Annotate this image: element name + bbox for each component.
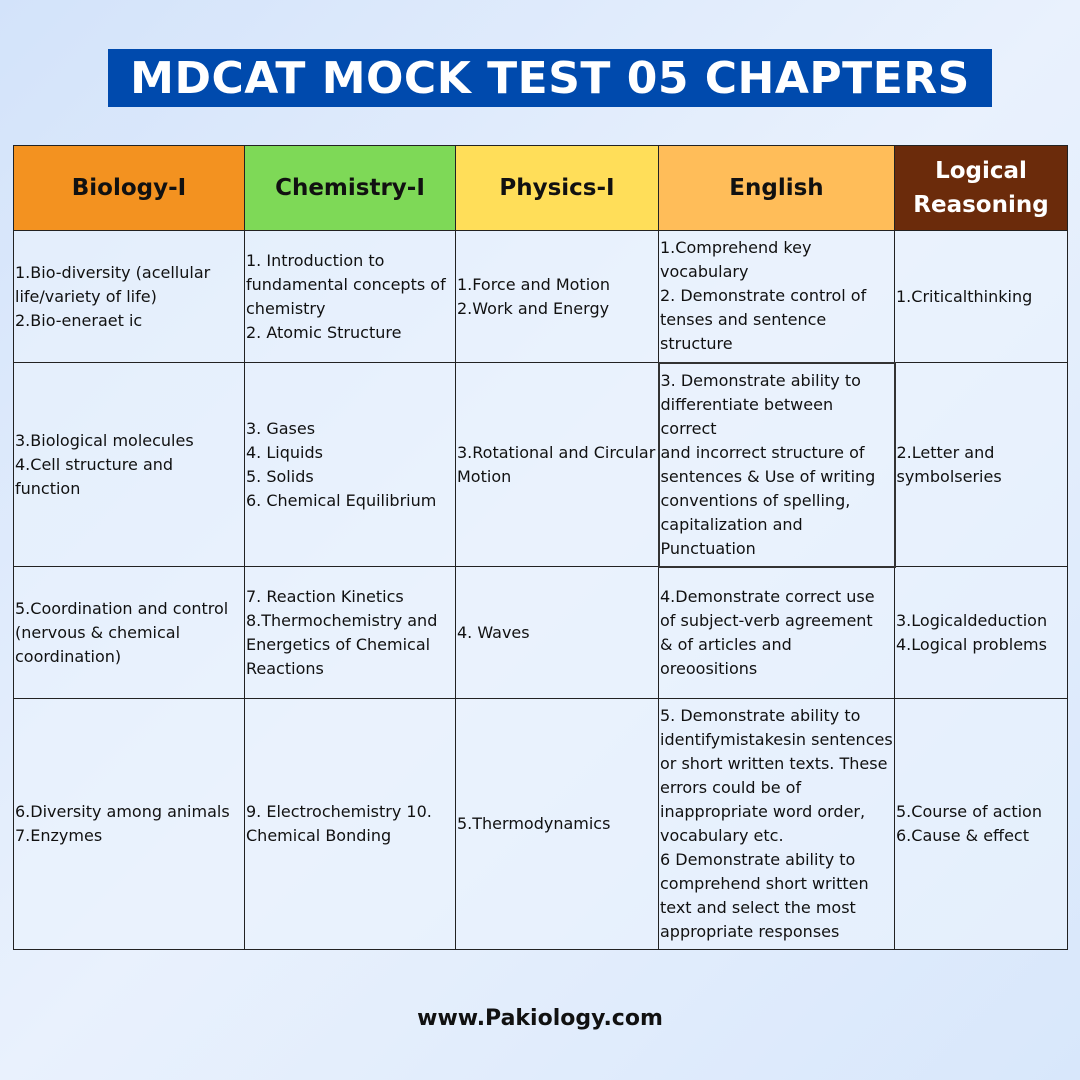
cell-biology: 6.Diversity among animals 7.Enzymes — [13, 698, 245, 950]
header-logical-reasoning: Logical Reasoning — [894, 145, 1068, 231]
page-title: MDCAT MOCK TEST 05 CHAPTERS — [108, 49, 992, 107]
cell-chemistry: 1. Introduction to fundamental concepts … — [244, 230, 456, 363]
cell-biology: 5.Coordination and control (nervous & ch… — [13, 566, 245, 699]
cell-logical: 2.Letter and symbolseries — [894, 362, 1068, 567]
cell-english: 1.Comprehend key vocabulary 2. Demonstra… — [658, 230, 895, 363]
header-biology: Biology-I — [13, 145, 245, 231]
table-row: 1.Bio-diversity (acellular life/variety … — [13, 230, 1068, 363]
cell-logical: 3.Logicaldeduction 4.Logical problems — [894, 566, 1068, 699]
header-chemistry: Chemistry-I — [244, 145, 456, 231]
cell-chemistry: 9. Electrochemistry 10. Chemical Bonding — [244, 698, 456, 950]
cell-physics: 1.Force and Motion 2.Work and Energy — [455, 230, 659, 363]
cell-english: 5. Demonstrate ability to identifymistak… — [658, 698, 895, 950]
table-row: 5.Coordination and control (nervous & ch… — [13, 566, 1068, 699]
cell-chemistry: 3. Gases 4. Liquids 5. Solids 6. Chemica… — [244, 362, 456, 567]
cell-biology: 3.Biological molecules 4.Cell structure … — [13, 362, 245, 567]
cell-physics: 4. Waves — [455, 566, 659, 699]
cell-english: 3. Demonstrate ability to differentiate … — [657, 361, 896, 568]
cell-biology: 1.Bio-diversity (acellular life/variety … — [13, 230, 245, 363]
header-row: Biology-I Chemistry-I Physics-I English … — [13, 145, 1068, 231]
table-row: 3.Biological molecules 4.Cell structure … — [13, 361, 1068, 568]
cell-physics: 5.Thermodynamics — [455, 698, 659, 950]
header-english: English — [658, 145, 895, 231]
header-physics: Physics-I — [455, 145, 659, 231]
chapters-table: Biology-I Chemistry-I Physics-I English … — [13, 145, 1068, 950]
table-row: 6.Diversity among animals 7.Enzymes 9. E… — [13, 698, 1068, 950]
cell-physics: 3.Rotational and Circular Motion — [455, 362, 659, 567]
website-footer: www.Pakiology.com — [417, 1006, 663, 1031]
cell-logical: 1.Criticalthinking — [894, 230, 1068, 363]
cell-chemistry: 7. Reaction Kinetics 8.Thermochemistry a… — [244, 566, 456, 699]
cell-english: 4.Demonstrate correct use of subject-ver… — [658, 566, 895, 699]
cell-logical: 5.Course of action 6.Cause & effect — [894, 698, 1068, 950]
